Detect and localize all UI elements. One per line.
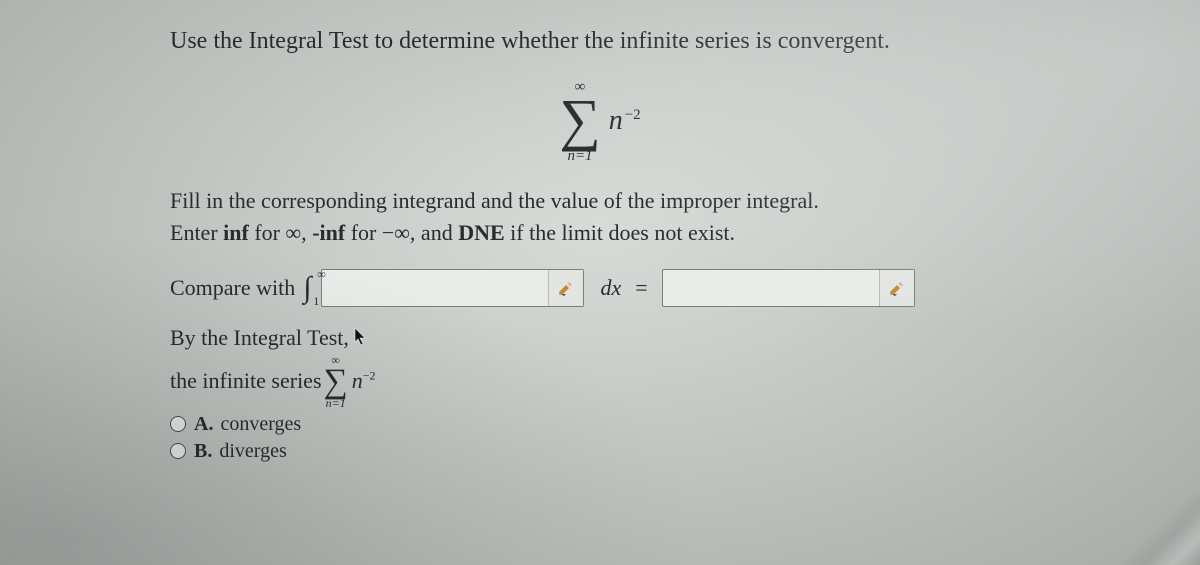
term-exp-small: −2 bbox=[363, 368, 376, 382]
equation-editor-button-2[interactable] bbox=[879, 270, 914, 306]
page-curl bbox=[1080, 495, 1200, 565]
pencil-icon bbox=[888, 279, 906, 297]
integral-value-input[interactable] bbox=[662, 269, 915, 307]
by-test-text: By the Integral Test, bbox=[170, 325, 349, 350]
choice-a-text: converges bbox=[220, 413, 301, 435]
series-term: n−2 bbox=[609, 105, 641, 137]
instructions: Fill in the corresponding integrand and … bbox=[170, 185, 1030, 249]
choice-b[interactable]: B. diverges bbox=[170, 440, 1030, 463]
equation-editor-button[interactable] bbox=[548, 270, 583, 306]
integrand-input[interactable] bbox=[321, 269, 584, 307]
series-phrase: the infinite series bbox=[170, 368, 322, 394]
integrand-field[interactable] bbox=[322, 270, 548, 306]
by-integral-test: By the Integral Test, bbox=[170, 325, 1030, 351]
term-exponent: −2 bbox=[625, 107, 641, 123]
term-base-small: n bbox=[352, 368, 363, 393]
dx-label: dx bbox=[600, 275, 621, 301]
integral-lower: 1 bbox=[313, 294, 319, 309]
instr-pre: Enter bbox=[170, 220, 223, 245]
pencil-icon bbox=[557, 279, 575, 297]
sum-lower: n=1 bbox=[567, 148, 592, 165]
series-line: the infinite series ∞ ∑ n=1 n−2 bbox=[170, 355, 1030, 407]
choice-b-text: diverges bbox=[219, 440, 286, 462]
integral-sign: ∫ bbox=[303, 271, 311, 304]
instr-forinf: for ∞, bbox=[249, 220, 312, 245]
dne-token: DNE bbox=[458, 220, 504, 245]
term-base: n bbox=[609, 105, 623, 136]
instructions-line1: Fill in the corresponding integrand and … bbox=[170, 188, 819, 213]
instr-forninf: for −∞, and bbox=[345, 220, 458, 245]
series-display: ∞ ∑ n=1 n−2 bbox=[170, 81, 1030, 161]
radio-b[interactable] bbox=[170, 443, 186, 459]
summation-small: ∞ ∑ n=1 bbox=[324, 355, 348, 407]
radio-a[interactable] bbox=[170, 416, 186, 432]
choice-a-letter: A. bbox=[194, 413, 213, 435]
inf-token: inf bbox=[223, 220, 249, 245]
summation-large: ∞ ∑ n=1 bbox=[559, 81, 600, 161]
question-prompt: Use the Integral Test to determine wheth… bbox=[170, 28, 1030, 55]
integral-value-field[interactable] bbox=[663, 270, 879, 306]
answer-choices: A. converges B. diverges bbox=[170, 413, 1030, 463]
integral-symbol: ∫ ∞ 1 bbox=[303, 271, 311, 305]
equals-sign: = bbox=[635, 275, 647, 301]
compare-row: Compare with ∫ ∞ 1 dx = bbox=[170, 269, 1030, 307]
compare-label: Compare with bbox=[170, 275, 295, 301]
series-term-small: n−2 bbox=[352, 368, 376, 394]
cursor-icon bbox=[354, 327, 368, 347]
instr-post: if the limit does not exist. bbox=[505, 220, 735, 245]
choice-a[interactable]: A. converges bbox=[170, 413, 1030, 436]
integral-upper: ∞ bbox=[317, 267, 326, 282]
sum-lower-small: n=1 bbox=[326, 396, 346, 411]
neg-inf-token: -inf bbox=[312, 220, 345, 245]
sum-upper: ∞ bbox=[575, 79, 586, 96]
sum-upper-small: ∞ bbox=[331, 353, 340, 368]
choice-b-letter: B. bbox=[194, 440, 212, 462]
